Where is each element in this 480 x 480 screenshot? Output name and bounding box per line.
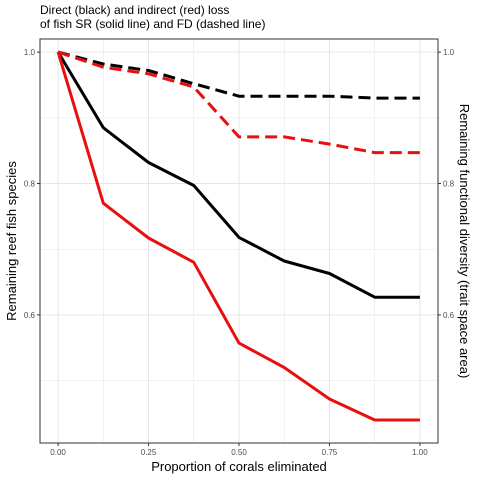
series-line-dashed-red: [57, 50, 420, 155]
x-tick-label: 0.25: [141, 448, 157, 457]
x-axis-title: Proportion of corals eliminated: [151, 459, 327, 474]
series-lines: [56, 50, 420, 422]
series-line-dashed-black: [57, 50, 420, 100]
chart-title-line-1: Direct (black) and indirect (red) loss: [40, 3, 229, 17]
series-line-solid-red: [56, 51, 420, 422]
y-left-tick-label: 0.6: [24, 311, 36, 320]
grid-lines: [40, 39, 438, 443]
y-right-tick-label: 0.8: [443, 180, 455, 189]
x-tick-label: 1.00: [412, 448, 428, 457]
y-axis-title-right: Remaining functional diversity (trait sp…: [457, 104, 472, 379]
series-line-solid-black: [56, 51, 420, 299]
y-axis-title-left: Remaining reef fish species: [4, 161, 19, 321]
axis-ticks: 0.00 0.25 0.50 0.75 1.00 0.6 0.8 1.0 0.6 0.8 1.0: [24, 48, 455, 457]
x-tick-label: 0.00: [50, 448, 66, 457]
x-tick-label: 0.75: [322, 448, 338, 457]
y-right-tick-label: 0.6: [443, 311, 455, 320]
y-left-tick-label: 0.8: [24, 180, 36, 189]
y-left-tick-label: 1.0: [24, 48, 36, 57]
y-right-tick-label: 1.0: [443, 48, 455, 57]
chart-title-line-2: of fish SR (solid line) and FD (dashed l…: [40, 17, 265, 31]
x-tick-label: 0.50: [231, 448, 247, 457]
